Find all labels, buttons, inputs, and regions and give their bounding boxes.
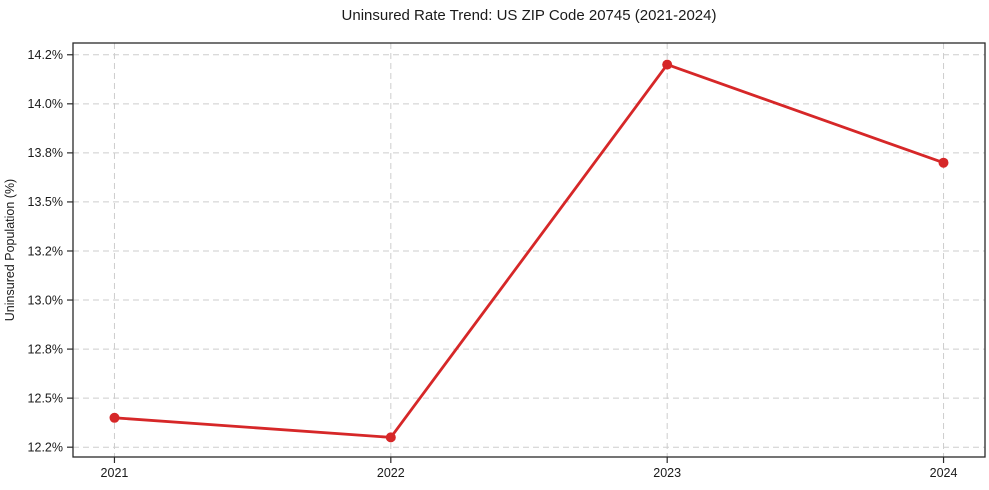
y-tick-label: 12.5% xyxy=(28,391,63,405)
trend-line xyxy=(113,63,945,439)
data-point-2023 xyxy=(662,59,673,70)
axes-frame xyxy=(72,42,986,458)
y-tick-label: 14.0% xyxy=(28,97,63,111)
data-point-2021 xyxy=(109,412,120,423)
y-tick-label: 14.2% xyxy=(28,48,63,62)
axis-layer: 14.2% 14.0% 13.8% 13.5% 13.2% 13.0% 12.8% 12.5%… xyxy=(28,42,986,480)
y-tick-label: 13.2% xyxy=(28,244,63,258)
y-tick-label: 12.8% xyxy=(28,342,63,356)
series-layer xyxy=(109,59,949,443)
y-tick-label: 12.2% xyxy=(28,440,63,454)
y-tick-label: 13.8% xyxy=(28,146,63,160)
y-axis-title: Uninsured Population (%) xyxy=(3,179,17,321)
data-point-2022 xyxy=(385,432,396,443)
x-tick-label: 2023 xyxy=(653,466,681,480)
chart-title: Uninsured Rate Trend: US ZIP Code 20745 … xyxy=(342,7,717,24)
grid-layer xyxy=(73,43,985,457)
data-point-2024 xyxy=(938,157,949,168)
y-tick-label: 13.0% xyxy=(28,293,63,307)
x-tick-label: 2024 xyxy=(930,466,958,480)
x-tick-label: 2022 xyxy=(377,466,405,480)
y-tick-label: 13.5% xyxy=(28,195,63,209)
x-tick-label: 2021 xyxy=(101,466,129,480)
